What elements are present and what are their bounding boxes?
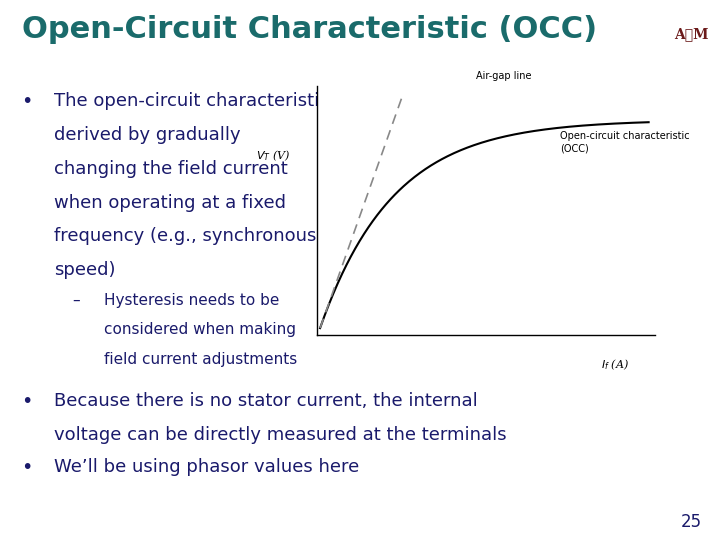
Text: •: • [22,393,33,411]
Text: frequency (e.g., synchronous: frequency (e.g., synchronous [54,227,316,245]
Text: A⁁M: A⁁M [674,27,708,41]
Text: –: – [72,293,80,307]
Text: when operating at a fixed: when operating at a fixed [54,194,286,212]
Text: $V_T$ (V): $V_T$ (V) [256,148,290,163]
Text: Because there is no stator current, the internal: Because there is no stator current, the … [54,393,478,410]
Text: Hysteresis needs to be: Hysteresis needs to be [104,293,280,307]
Text: considered when making: considered when making [104,322,297,337]
Text: •: • [22,92,33,111]
Text: •: • [22,458,33,477]
Text: speed): speed) [54,261,115,279]
Text: $I_f$ (A): $I_f$ (A) [600,357,629,372]
Text: Air-gap line: Air-gap line [476,71,531,82]
Text: We’ll be using phasor values here: We’ll be using phasor values here [54,458,359,476]
Text: changing the field current: changing the field current [54,160,288,178]
Text: The open-circuit characteristic (OCC) can be: The open-circuit characteristic (OCC) ca… [54,92,454,110]
Text: Open-Circuit Characteristic (OCC): Open-Circuit Characteristic (OCC) [22,15,597,44]
Text: field current adjustments: field current adjustments [104,352,297,367]
Text: voltage can be directly measured at the terminals: voltage can be directly measured at the … [54,426,507,444]
Text: 25: 25 [681,512,702,531]
Text: Open-circuit characteristic
(OCC): Open-circuit characteristic (OCC) [560,131,690,153]
Text: derived by gradually: derived by gradually [54,126,240,144]
